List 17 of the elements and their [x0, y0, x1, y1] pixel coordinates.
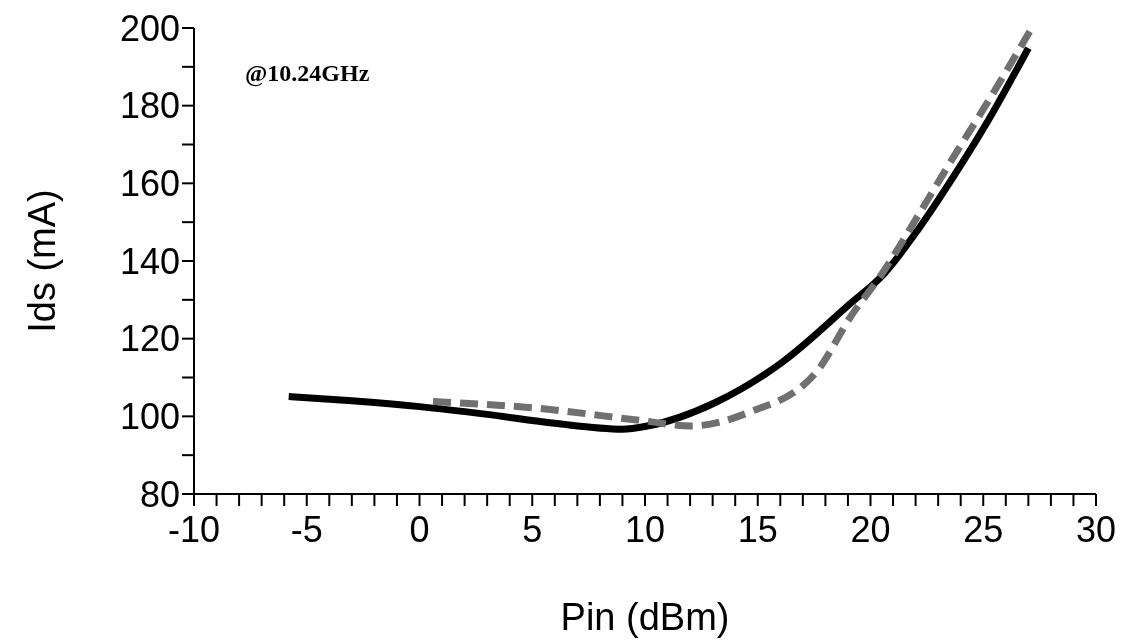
y-tick-label: 120 [119, 318, 180, 360]
x-tick-label: 30 [1075, 508, 1117, 550]
x-tick-label: 5 [522, 508, 543, 550]
x-axis-title: Pin (dBm) [560, 596, 730, 638]
y-tick-label: 180 [119, 85, 180, 127]
y-tick-label: 160 [119, 163, 180, 205]
x-tick-label: 10 [624, 508, 666, 550]
y-tick-label: 140 [119, 240, 180, 282]
x-tick-label: 15 [737, 508, 778, 550]
x-tick-label: 20 [850, 508, 891, 550]
x-tick-label: 0 [409, 508, 430, 550]
annotation: @10.24GHz [245, 60, 370, 87]
x-tick-label: -5 [290, 508, 323, 550]
y-tick-label: 100 [119, 396, 180, 438]
y-axis-title: Ids (mA) [21, 189, 64, 333]
x-tick-label: 25 [963, 508, 1004, 550]
y-tick-label: 200 [119, 7, 180, 49]
